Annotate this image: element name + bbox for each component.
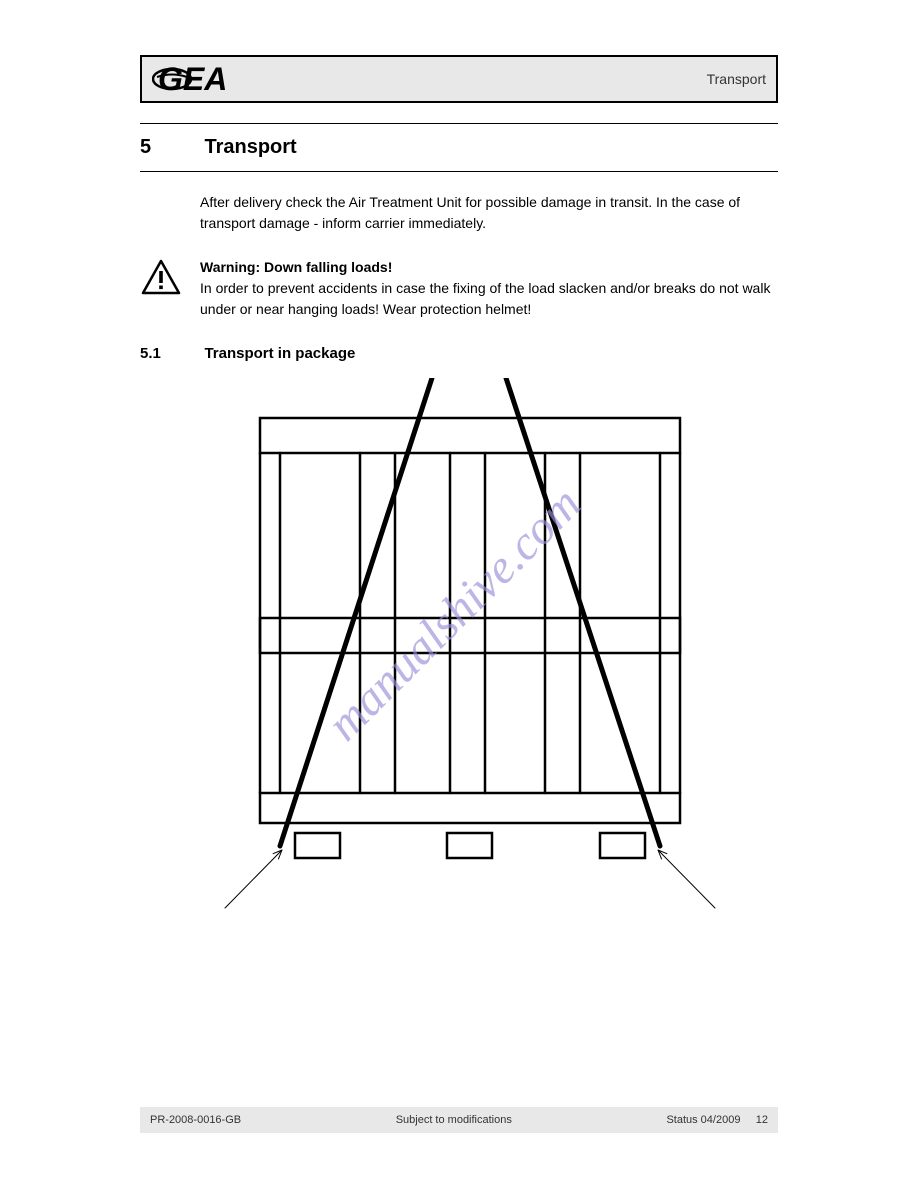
section-intro-text: After delivery check the Air Treatment U… xyxy=(200,192,778,234)
header-section-label: Transport xyxy=(707,71,766,87)
subsection-title: Transport in package xyxy=(204,345,355,362)
subsection-number: 5.1 xyxy=(140,345,200,362)
crate-lifting-diagram xyxy=(200,378,740,918)
warning-body: In order to prevent accidents in case th… xyxy=(200,278,778,320)
section-header: 5 Transport xyxy=(140,123,778,172)
footer-note: Subject to modifications xyxy=(396,1114,512,1126)
footer-doc-id: PR-2008-0016-GB xyxy=(150,1114,241,1126)
section-title: Transport xyxy=(204,136,296,158)
header-bar: GEA Transport xyxy=(140,55,778,103)
warning-title: Warning: Down falling loads! xyxy=(200,259,778,275)
footer-status: Status 04/2009 xyxy=(666,1114,740,1126)
gea-logo: GEA xyxy=(152,60,282,98)
subsection-header: 5.1 Transport in package xyxy=(140,345,778,363)
section-number: 5 xyxy=(140,136,200,159)
warning-icon xyxy=(140,259,185,320)
footer-bar: PR-2008-0016-GB Subject to modifications… xyxy=(140,1107,778,1133)
footer-page-num: 12 xyxy=(756,1114,768,1126)
svg-text:GEA: GEA xyxy=(158,61,227,97)
warning-block: Warning: Down falling loads! In order to… xyxy=(140,259,778,320)
